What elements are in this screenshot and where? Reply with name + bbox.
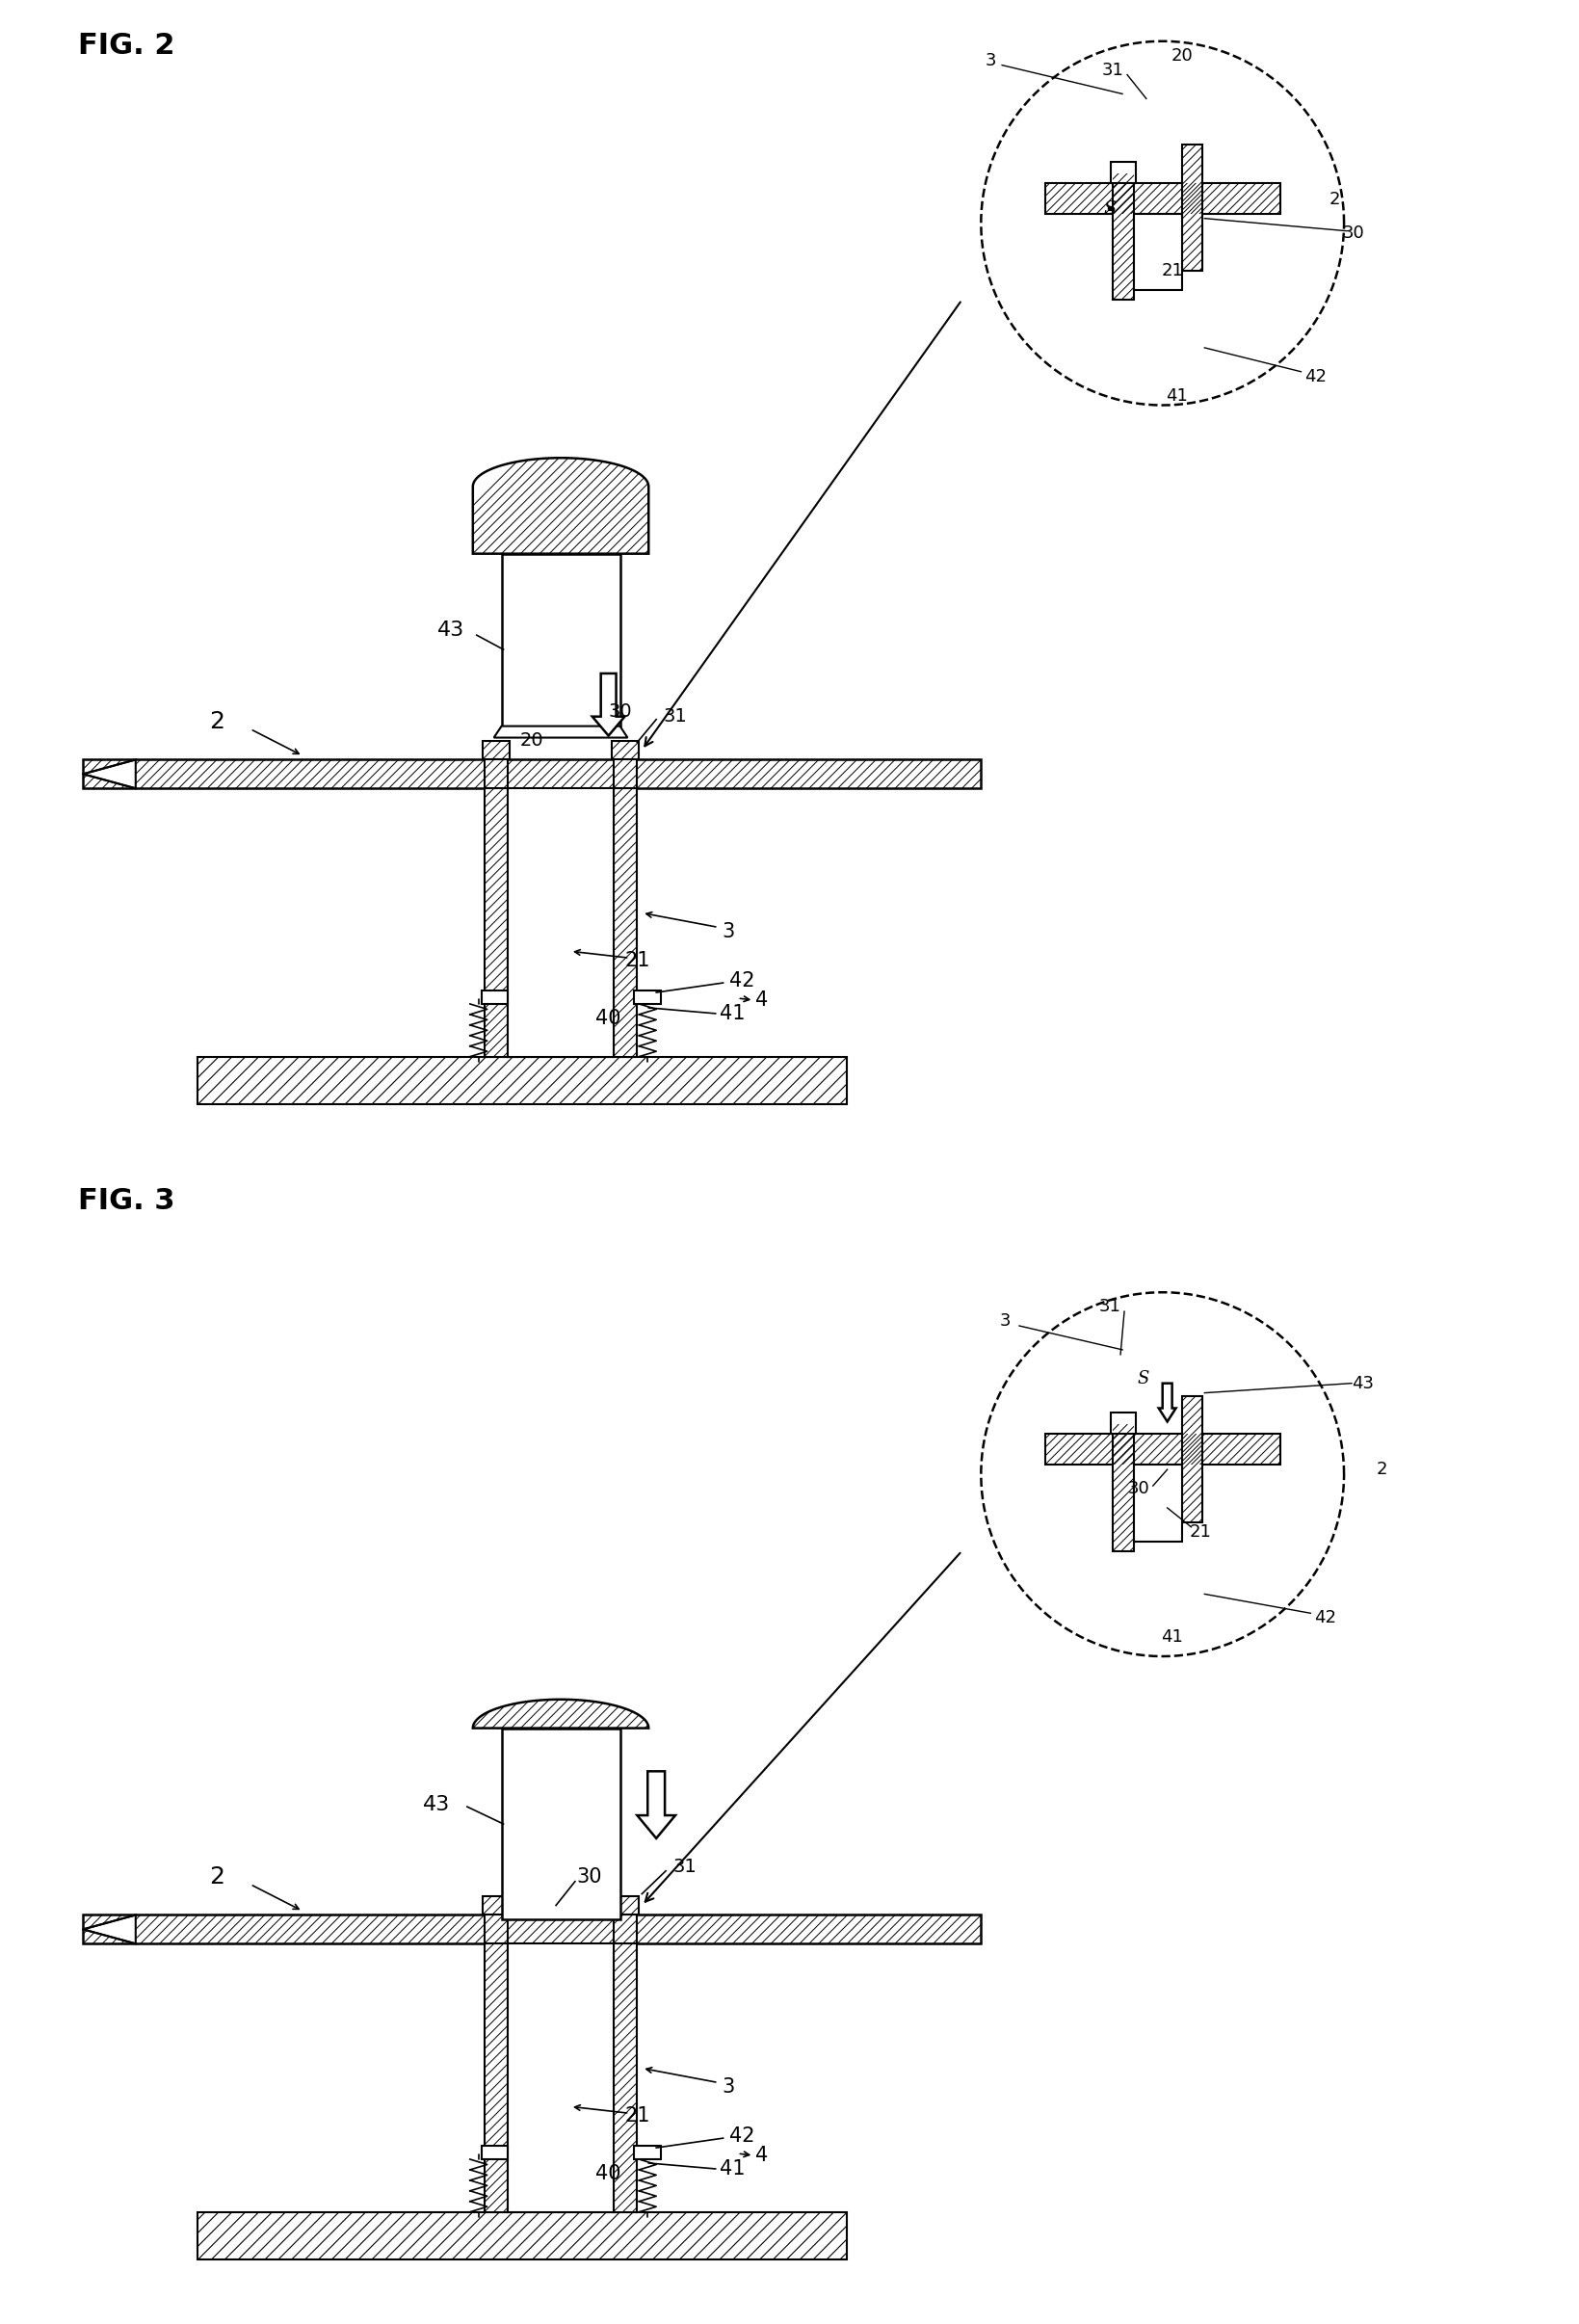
- Bar: [501, 1729, 619, 1920]
- Bar: [508, 1943, 613, 2212]
- Polygon shape: [472, 458, 649, 553]
- Bar: [1134, 1464, 1181, 1541]
- Polygon shape: [472, 1699, 649, 1729]
- Text: 42: 42: [1314, 1608, 1336, 1627]
- Polygon shape: [482, 1896, 510, 1915]
- FancyArrow shape: [1157, 1383, 1175, 1422]
- Bar: [1110, 163, 1135, 184]
- Text: 40: 40: [595, 1009, 621, 1027]
- FancyArrow shape: [592, 674, 624, 737]
- Polygon shape: [84, 1915, 981, 1943]
- Text: 42: 42: [729, 971, 755, 990]
- Bar: [482, 990, 508, 1004]
- Text: 3: 3: [722, 923, 734, 941]
- FancyArrow shape: [636, 1771, 674, 1838]
- Text: 30: 30: [1342, 223, 1364, 242]
- Polygon shape: [482, 741, 510, 760]
- Text: 21: 21: [1189, 1522, 1211, 1541]
- Text: 42: 42: [1304, 367, 1326, 386]
- Text: 3: 3: [1000, 1313, 1011, 1329]
- Text: 31: 31: [1099, 1299, 1121, 1315]
- Bar: [1110, 1413, 1135, 1434]
- Text: 42: 42: [729, 2126, 755, 2145]
- Polygon shape: [1181, 144, 1202, 272]
- Text: 21: 21: [624, 2106, 649, 2126]
- Text: FIG. 2: FIG. 2: [79, 33, 175, 60]
- Text: 30: 30: [608, 702, 632, 720]
- Polygon shape: [494, 725, 627, 737]
- Bar: [633, 990, 660, 1004]
- Text: 21: 21: [624, 951, 649, 971]
- Polygon shape: [1181, 1397, 1202, 1522]
- Text: 3: 3: [984, 51, 995, 70]
- Polygon shape: [84, 760, 136, 788]
- Text: 30: 30: [576, 1866, 602, 1887]
- Polygon shape: [1044, 1434, 1279, 1464]
- Text: 43: 43: [1352, 1373, 1374, 1392]
- Polygon shape: [611, 1896, 638, 1915]
- Polygon shape: [84, 760, 981, 788]
- Polygon shape: [613, 1915, 636, 1943]
- Text: 2: 2: [1328, 191, 1339, 207]
- Polygon shape: [613, 1943, 636, 2212]
- Text: 2: 2: [208, 1866, 224, 1887]
- Polygon shape: [485, 760, 508, 788]
- Text: S: S: [1137, 1369, 1148, 1387]
- Polygon shape: [1112, 1425, 1134, 1550]
- Polygon shape: [197, 1057, 846, 1104]
- Polygon shape: [1112, 174, 1134, 300]
- Text: 30: 30: [1127, 1480, 1150, 1497]
- Bar: [633, 2145, 660, 2159]
- Polygon shape: [611, 741, 638, 760]
- Text: 31: 31: [1101, 60, 1123, 79]
- Polygon shape: [613, 788, 636, 1057]
- Text: 41: 41: [1161, 1629, 1183, 1645]
- Text: 4: 4: [755, 2145, 767, 2166]
- Text: 41: 41: [720, 2159, 745, 2178]
- Text: FIG. 3: FIG. 3: [79, 1188, 175, 1215]
- Text: 2: 2: [1375, 1462, 1386, 1478]
- Text: 21: 21: [1161, 263, 1183, 279]
- Bar: [1134, 214, 1181, 290]
- Polygon shape: [613, 760, 636, 788]
- Text: 20: 20: [519, 732, 543, 751]
- Text: 43: 43: [423, 1794, 450, 1815]
- Text: 41: 41: [1165, 388, 1187, 404]
- Polygon shape: [84, 1915, 136, 1943]
- Text: 31: 31: [663, 706, 687, 725]
- Bar: [501, 553, 619, 725]
- Text: 40: 40: [595, 2164, 621, 2182]
- Text: 41: 41: [720, 1004, 745, 1023]
- Text: 2: 2: [208, 709, 224, 732]
- Text: 3: 3: [722, 2078, 734, 2096]
- Text: 31: 31: [673, 1857, 696, 1875]
- Polygon shape: [485, 1943, 508, 2212]
- Bar: [482, 2145, 508, 2159]
- Text: S: S: [1102, 200, 1116, 218]
- Text: 20: 20: [1170, 46, 1192, 65]
- Bar: [508, 788, 613, 1057]
- Text: 4: 4: [755, 990, 767, 1009]
- Polygon shape: [1044, 184, 1279, 214]
- Text: 43: 43: [437, 621, 464, 639]
- Polygon shape: [485, 788, 508, 1057]
- Polygon shape: [197, 2212, 846, 2259]
- Polygon shape: [485, 1915, 508, 1943]
